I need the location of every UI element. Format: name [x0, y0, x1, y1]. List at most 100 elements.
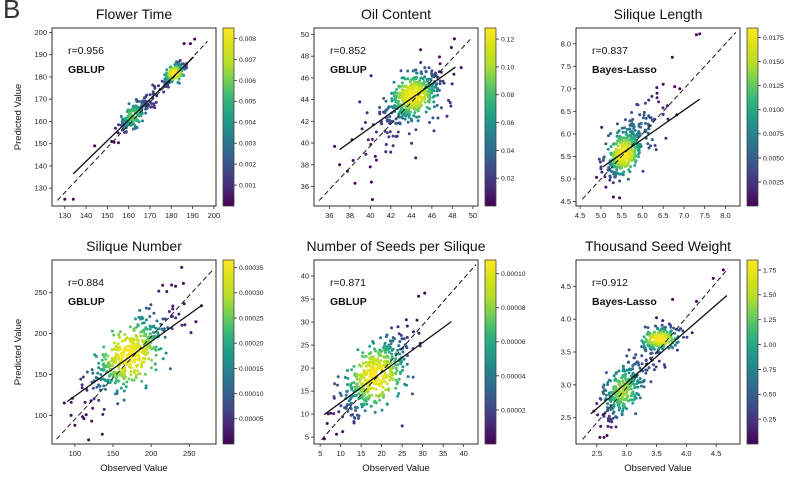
colorbar-tick-labels: 0.00005 0.00010 0.00015 0.00020 0.00025 0.000… — [234, 265, 264, 423]
y-tick-labels: 130 140 150 160 170 180 190 200 — [34, 28, 52, 193]
svg-text:30: 30 — [301, 318, 309, 327]
svg-text:50: 50 — [469, 211, 477, 220]
svg-text:200: 200 — [34, 329, 47, 338]
svg-text:1.00: 1.00 — [763, 342, 776, 349]
correlation-label: r=0.956 — [68, 45, 104, 57]
chart-title: Flower Time — [96, 6, 172, 22]
colorbar — [746, 27, 759, 207]
chart-silique-length: Silique Length 4.5 5.0 5.5 6.0 6.5 7.0 7.5 8.0 4.… — [534, 4, 796, 230]
svg-text:0.12: 0.12 — [501, 37, 514, 44]
svg-text:0.00020: 0.00020 — [239, 341, 264, 348]
svg-text:0.00030: 0.00030 — [239, 290, 264, 297]
svg-text:0.0150: 0.0150 — [763, 59, 784, 66]
colorbar — [222, 27, 235, 207]
svg-text:100: 100 — [69, 449, 82, 458]
svg-text:25: 25 — [398, 449, 406, 458]
x-tick-labels: 100 150 200 250 — [69, 444, 196, 458]
svg-text:0.04: 0.04 — [501, 148, 514, 155]
svg-text:160: 160 — [122, 211, 135, 220]
svg-text:0.00002: 0.00002 — [501, 407, 526, 414]
svg-text:5: 5 — [318, 449, 322, 458]
svg-text:0.0075: 0.0075 — [763, 131, 784, 138]
svg-text:0.00005: 0.00005 — [239, 416, 264, 423]
svg-text:0.006: 0.006 — [239, 78, 256, 85]
method-label: GBLUP — [330, 296, 367, 308]
svg-text:100: 100 — [34, 411, 47, 420]
svg-text:5.5: 5.5 — [616, 211, 626, 220]
svg-text:7.5: 7.5 — [699, 211, 709, 220]
chart-thousand-seed-weight: Thousand Seed Weight 2.5 3.0 3.5 4.0 4.5 2.5 3.… — [534, 236, 796, 494]
svg-text:0.005: 0.005 — [239, 99, 256, 106]
x-axis-label: Observed Value — [362, 463, 429, 474]
y-tick-labels: 100 150 200 250 — [34, 288, 52, 420]
svg-text:7.0: 7.0 — [561, 84, 571, 93]
svg-text:35: 35 — [301, 295, 309, 304]
colorbar-tick-labels: 0.25 0.50 0.75 1.00 1.25 1.50 1.75 — [758, 267, 776, 424]
svg-text:0.0025: 0.0025 — [763, 179, 784, 186]
correlation-label: r=0.852 — [330, 45, 366, 57]
svg-text:20: 20 — [301, 364, 309, 373]
y-axis-label: Predicted Value — [13, 319, 24, 385]
svg-text:200: 200 — [208, 211, 221, 220]
svg-text:150: 150 — [107, 449, 120, 458]
y-axis-label: Predicted Value — [13, 84, 24, 150]
svg-text:20: 20 — [377, 449, 385, 458]
svg-text:4.0: 4.0 — [561, 315, 571, 324]
svg-text:0.10: 0.10 — [501, 64, 514, 71]
svg-text:2.5: 2.5 — [592, 449, 602, 458]
svg-text:42: 42 — [301, 117, 309, 126]
svg-text:0.00006: 0.00006 — [501, 339, 526, 346]
svg-text:150: 150 — [101, 211, 114, 220]
correlation-label: r=0.871 — [330, 277, 366, 289]
svg-text:48: 48 — [301, 52, 309, 61]
svg-text:1.75: 1.75 — [763, 267, 776, 274]
svg-text:0.75: 0.75 — [763, 367, 776, 374]
colorbar — [746, 259, 759, 445]
scatter-plot-svg: Flower Time 130 140 150 160 170 180 190 200 130 14… — [13, 6, 256, 220]
correlation-label: r=0.884 — [68, 277, 104, 289]
svg-text:190: 190 — [34, 50, 47, 59]
svg-text:3.0: 3.0 — [621, 449, 631, 458]
svg-text:130: 130 — [34, 184, 47, 193]
svg-text:0.02: 0.02 — [501, 176, 514, 183]
svg-text:44: 44 — [407, 211, 415, 220]
identity-line — [321, 264, 477, 441]
svg-text:150: 150 — [34, 139, 47, 148]
svg-text:4.5: 4.5 — [561, 197, 571, 206]
correlation-label: r=0.837 — [592, 45, 628, 57]
svg-text:7.0: 7.0 — [679, 211, 689, 220]
svg-text:30: 30 — [418, 449, 426, 458]
regression-line — [339, 66, 456, 151]
svg-text:250: 250 — [34, 288, 47, 297]
svg-text:0.00010: 0.00010 — [501, 271, 526, 278]
colorbar — [484, 27, 497, 207]
svg-text:190: 190 — [186, 211, 199, 220]
chart-seeds-per-silique: Number of Seeds per Silique 5 10 15 20 25 30 35… — [272, 236, 534, 494]
svg-text:10: 10 — [301, 410, 309, 419]
svg-text:0.25: 0.25 — [763, 417, 776, 424]
svg-text:1.25: 1.25 — [763, 317, 776, 324]
scatter-plot-svg: Thousand Seed Weight 2.5 3.0 3.5 4.0 4.5 2.5 3.… — [561, 238, 777, 474]
y-tick-labels: 5 10 15 20 25 30 35 40 — [301, 272, 314, 442]
svg-text:50: 50 — [301, 30, 309, 39]
svg-text:0.08: 0.08 — [501, 92, 514, 99]
panel-label: B — [3, 0, 21, 24]
method-label: Bayes-Lasso — [592, 64, 657, 76]
svg-text:40: 40 — [301, 272, 309, 281]
y-tick-labels: 36 38 40 42 44 46 48 50 — [301, 30, 314, 191]
svg-text:3.0: 3.0 — [561, 380, 571, 389]
chart-silique-number: Silique Number 100 150 200 250 100 150 200 250 Pr… — [10, 236, 272, 494]
svg-text:6.0: 6.0 — [637, 211, 647, 220]
svg-text:40: 40 — [459, 449, 467, 458]
x-tick-labels: 2.5 3.0 3.5 4.0 4.5 — [592, 444, 721, 458]
chart-flower-time: Flower Time 130 140 150 160 170 180 190 200 130 14… — [10, 4, 272, 230]
y-tick-labels: 4.5 5.0 5.5 6.0 6.5 7.0 7.5 8.0 — [561, 39, 576, 206]
svg-text:0.003: 0.003 — [239, 141, 256, 148]
regression-line — [66, 304, 203, 403]
y-tick-labels: 2.5 3.0 3.5 4.0 4.5 — [561, 282, 576, 422]
svg-text:140: 140 — [80, 211, 93, 220]
svg-text:180: 180 — [165, 211, 178, 220]
colorbar — [484, 259, 497, 445]
